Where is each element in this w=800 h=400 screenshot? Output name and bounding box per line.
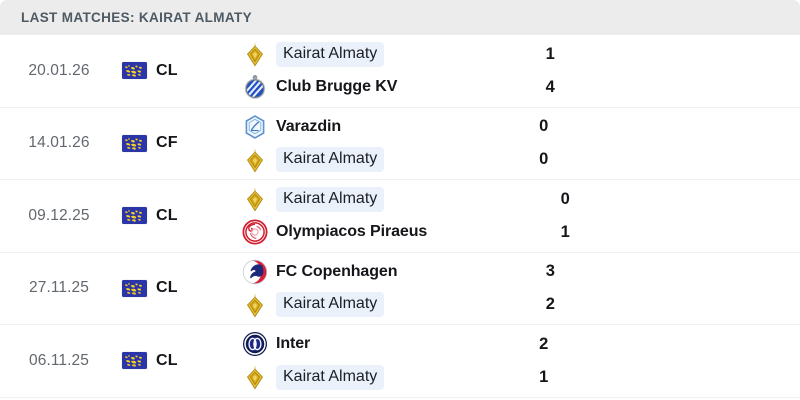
team-name: Club Brugge KV	[276, 78, 398, 96]
away-team[interactable]: Kairat Almaty	[242, 292, 534, 318]
competition-code: CL	[156, 279, 178, 297]
table-row[interactable]: 06.11.25 CL Inter Kairat Almaty 2 1	[0, 325, 800, 398]
home-score: 0	[539, 117, 549, 136]
team-name: Kairat Almaty	[276, 41, 385, 67]
home-team[interactable]: Kairat Almaty	[242, 41, 534, 67]
away-team[interactable]: Kairat Almaty	[242, 147, 527, 173]
home-team[interactable]: Varazdin	[242, 114, 527, 140]
team-name: Kairat Almaty	[276, 186, 385, 212]
team-name: FC Copenhagen	[276, 262, 398, 280]
table-row[interactable]: 20.01.26 CL Kairat Almaty Club Brugge KV 1 4	[0, 35, 800, 108]
page-title: LAST MATCHES: KAIRAT ALMATY	[21, 10, 252, 25]
table-row[interactable]: 27.11.25 CL FC Copenhagen Kairat Almaty 3 2	[0, 252, 800, 325]
competition-cell[interactable]: CL	[118, 352, 222, 370]
competition-code: CL	[156, 61, 178, 79]
match-date: 09.12.25	[28, 206, 90, 224]
table-row[interactable]: 09.12.25 CL Kairat Almaty Olympiacos Piraeu…	[0, 180, 800, 253]
kairat-almaty-crest-icon	[242, 41, 268, 67]
competition-code: CL	[156, 206, 178, 224]
match-date: 20.01.26	[28, 61, 90, 79]
home-team[interactable]: FC Copenhagen	[242, 259, 534, 285]
home-score: 1	[545, 44, 555, 63]
competition-cell[interactable]: CL	[118, 62, 222, 80]
varazdin-crest-icon	[242, 114, 268, 140]
table-row[interactable]: 14.01.26 CF Varazdin Kairat Almaty 0 0	[0, 107, 800, 180]
teams-cell: FC Copenhagen Kairat Almaty	[222, 259, 534, 318]
teams-cell: Varazdin Kairat Almaty	[222, 114, 527, 173]
away-team[interactable]: Olympiacos Piraeus	[242, 219, 549, 245]
match-date: 27.11.25	[29, 279, 89, 297]
home-score: 0	[560, 189, 570, 208]
uefa-flag-icon	[122, 352, 147, 370]
kairat-almaty-crest-icon	[242, 186, 268, 212]
away-team[interactable]: Club Brugge KV	[242, 74, 534, 100]
competition-code: CF	[156, 134, 178, 152]
competition-code: CL	[156, 351, 178, 369]
competition-cell[interactable]: CF	[118, 134, 222, 152]
kairat-almaty-crest-icon	[242, 364, 268, 390]
team-name: Inter	[276, 335, 311, 353]
home-team[interactable]: Inter	[242, 331, 527, 357]
uefa-flag-icon	[122, 134, 147, 152]
away-team[interactable]: Kairat Almaty	[242, 364, 527, 390]
teams-cell: Kairat Almaty Olympiacos Piraeus	[222, 186, 549, 245]
club-brugge-crest-icon	[242, 74, 268, 100]
teams-cell: Inter Kairat Almaty	[222, 331, 527, 390]
teams-cell: Kairat Almaty Club Brugge KV	[222, 41, 534, 100]
kairat-almaty-crest-icon	[242, 292, 268, 318]
team-name: Olympiacos Piraeus	[276, 223, 428, 241]
home-score: 2	[539, 334, 549, 353]
home-team[interactable]: Kairat Almaty	[242, 186, 549, 212]
away-score: 1	[539, 367, 549, 386]
inter-crest-icon	[242, 331, 268, 357]
team-name: Varazdin	[276, 117, 342, 135]
olympiacos-crest-icon	[242, 219, 268, 245]
kairat-almaty-crest-icon	[242, 147, 268, 173]
away-score: 4	[545, 77, 555, 96]
uefa-flag-icon	[122, 279, 147, 297]
team-name: Kairat Almaty	[276, 364, 385, 390]
team-name: Kairat Almaty	[276, 147, 385, 173]
uefa-flag-icon	[122, 207, 147, 225]
home-score: 3	[545, 262, 555, 281]
competition-cell[interactable]: CL	[118, 207, 222, 225]
team-name: Kairat Almaty	[276, 292, 385, 318]
away-score: 1	[560, 222, 570, 241]
match-list: 20.01.26 CL Kairat Almaty Club Brugge KV 1 4 1…	[0, 35, 800, 398]
uefa-flag-icon	[122, 62, 147, 80]
match-date: 14.01.26	[28, 134, 90, 152]
away-score: 0	[539, 150, 549, 169]
away-score: 2	[545, 295, 555, 314]
fc-copenhagen-crest-icon	[242, 259, 268, 285]
panel-header: LAST MATCHES: KAIRAT ALMATY	[0, 0, 800, 35]
match-date: 06.11.25	[29, 351, 89, 369]
competition-cell[interactable]: CL	[118, 279, 222, 297]
